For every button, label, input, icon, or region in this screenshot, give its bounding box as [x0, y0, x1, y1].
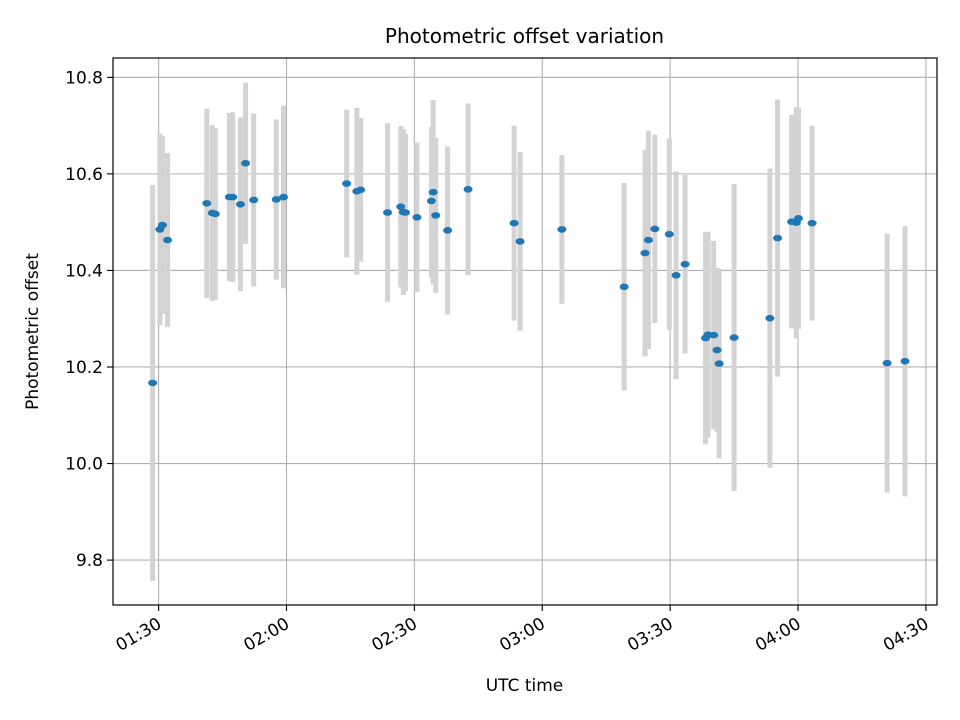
y-tick-label: 10.0	[65, 455, 103, 475]
data-point	[515, 238, 525, 245]
data-point	[650, 225, 660, 233]
data-point	[157, 221, 167, 229]
y-tick-label: 10.2	[65, 358, 103, 378]
data-point	[279, 193, 289, 201]
data-points	[148, 159, 910, 387]
data-point	[664, 230, 674, 238]
data-point	[709, 331, 719, 339]
data-point	[249, 196, 259, 204]
data-point	[431, 212, 441, 219]
data-point	[671, 271, 681, 279]
data-point	[619, 283, 629, 291]
y-axis-label: Photometric offset	[23, 253, 43, 410]
data-point	[463, 186, 473, 193]
x-axis-label: UTC time	[486, 676, 564, 696]
data-point	[557, 226, 567, 233]
data-point	[765, 314, 775, 322]
data-point	[210, 210, 220, 218]
data-point	[807, 219, 817, 227]
data-point	[342, 180, 352, 187]
data-point	[426, 197, 436, 205]
y-tick-label: 10.6	[65, 165, 103, 185]
data-point	[428, 188, 438, 196]
data-point	[712, 346, 722, 354]
y-axis: 9.8 10.0 10.2 10.4 10.6 10.8	[65, 68, 113, 571]
data-point	[773, 234, 783, 242]
data-point	[793, 214, 803, 222]
y-tick-label: 9.8	[76, 551, 103, 571]
data-point	[714, 360, 724, 367]
data-point	[643, 236, 653, 244]
y-tick-label: 10.4	[65, 261, 103, 281]
data-point	[729, 334, 739, 341]
data-point	[396, 203, 406, 210]
data-point	[241, 159, 251, 167]
data-point	[228, 193, 238, 201]
data-point	[271, 196, 281, 203]
data-point	[400, 209, 410, 216]
data-point	[356, 186, 366, 194]
data-point	[412, 214, 422, 221]
data-point	[148, 379, 158, 387]
y-tick-label: 10.8	[65, 68, 103, 88]
chart-title: Photometric offset variation	[385, 24, 664, 48]
data-point	[509, 219, 519, 227]
data-point	[640, 249, 650, 257]
data-point	[383, 209, 393, 216]
data-point	[235, 200, 245, 208]
plot-frame	[112, 57, 938, 606]
data-point	[202, 200, 212, 207]
data-point	[443, 227, 453, 234]
data-point	[882, 359, 892, 367]
data-point	[680, 260, 690, 268]
data-point	[900, 357, 910, 365]
data-point	[163, 236, 173, 244]
